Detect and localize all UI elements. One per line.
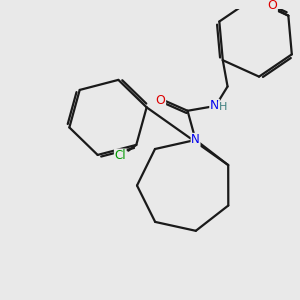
Text: Cl: Cl: [115, 149, 126, 162]
Text: O: O: [267, 0, 277, 12]
Text: H: H: [218, 102, 227, 112]
Text: N: N: [210, 99, 219, 112]
Text: O: O: [156, 94, 166, 106]
Text: N: N: [191, 134, 200, 146]
